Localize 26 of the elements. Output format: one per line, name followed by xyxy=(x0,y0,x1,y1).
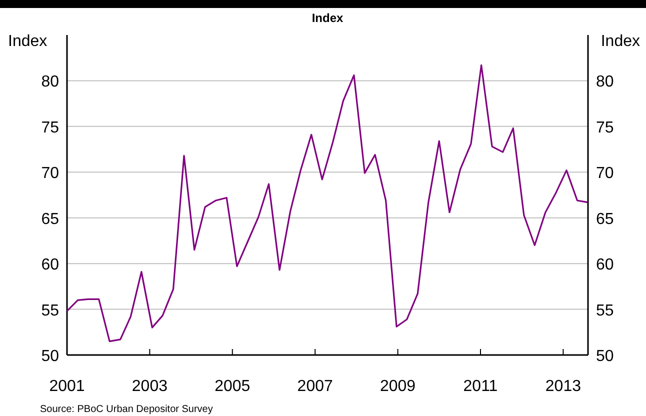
source-note: Source: PBoC Urban Depositor Survey xyxy=(40,404,213,415)
x-tick-label: 2005 xyxy=(214,378,250,395)
y2-tick-label: 70 xyxy=(596,165,614,182)
y2-tick-label: 75 xyxy=(596,119,614,136)
y2-tick-label: 55 xyxy=(596,302,614,320)
y2-tick-label: 50 xyxy=(596,348,614,365)
x-tick-label: 2007 xyxy=(297,378,333,395)
y-tick-label: 75 xyxy=(41,119,60,136)
y-tick-label: 55 xyxy=(41,302,60,320)
y-tick-label: 70 xyxy=(41,165,60,182)
y2-tick-label: 60 xyxy=(596,256,614,274)
y-tick-label: 65 xyxy=(41,210,60,228)
x-tick-label: 2003 xyxy=(132,378,168,395)
y-tick-label: 60 xyxy=(41,256,60,274)
y-tick-label: 50 xyxy=(41,348,60,365)
x-tick-label: 2013 xyxy=(545,378,582,395)
x-tick-label: 2001 xyxy=(49,378,85,395)
chart-title: Index xyxy=(312,11,344,25)
y-axis-title: Index xyxy=(8,33,48,50)
y2-tick-label: 80 xyxy=(596,74,614,91)
x-tick-label: 2009 xyxy=(380,378,416,395)
y2-tick-label: 65 xyxy=(596,210,614,228)
line-series xyxy=(66,64,588,342)
y-tick-label: 80 xyxy=(41,74,60,91)
x-tick-label: 2011 xyxy=(463,378,498,395)
y2-axis-title: Index xyxy=(600,33,640,50)
